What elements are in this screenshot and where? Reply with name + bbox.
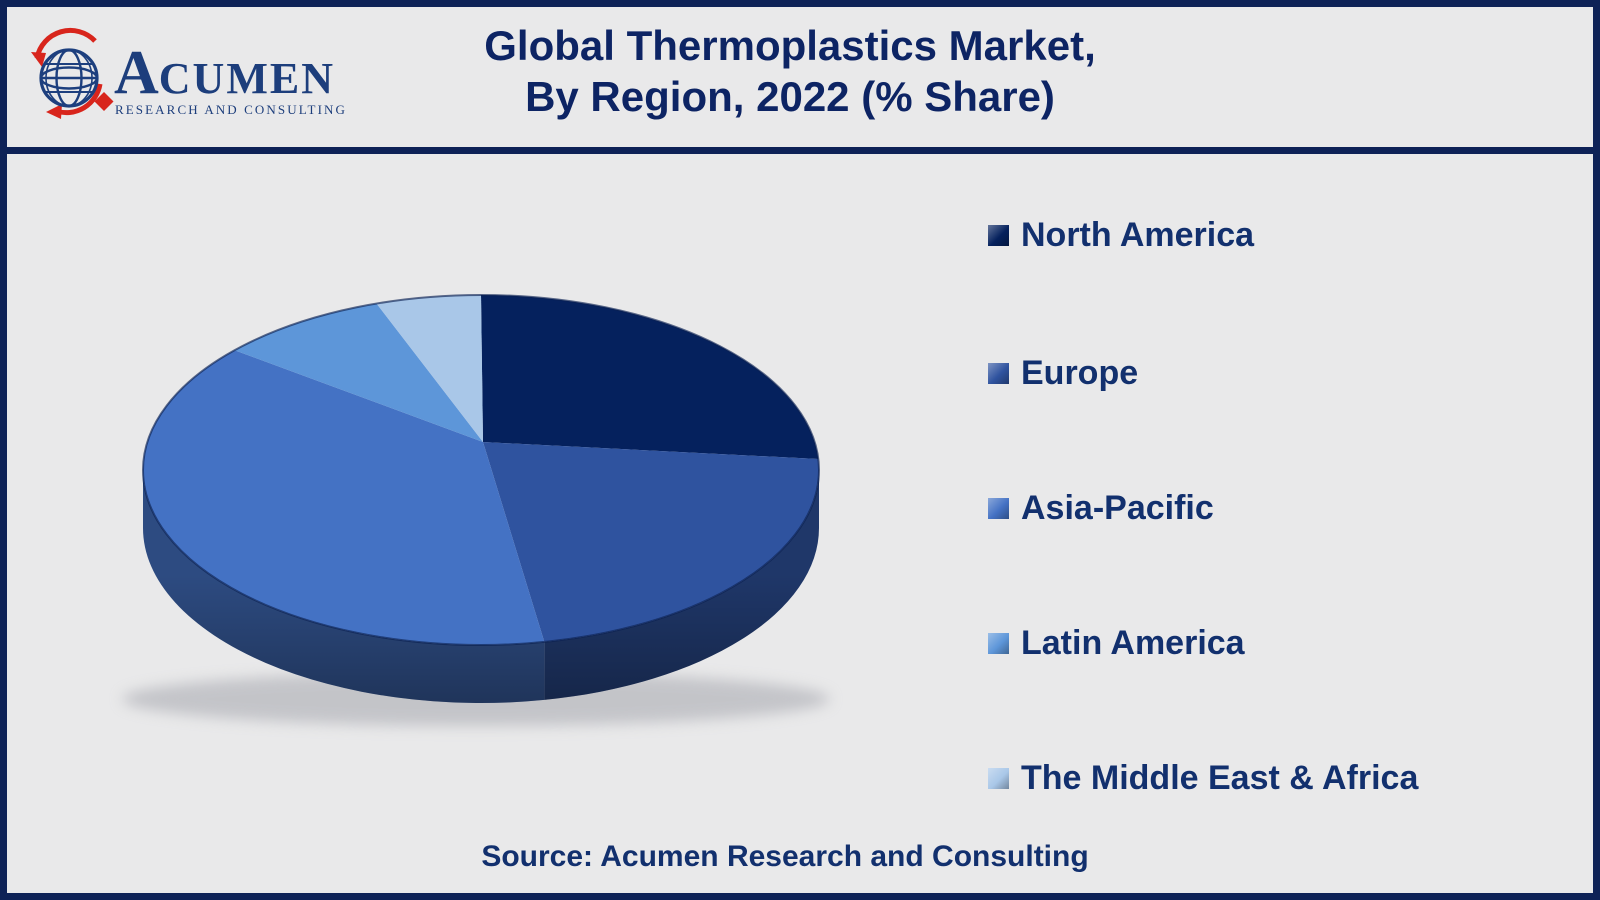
pie-wedge-4 bbox=[376, 295, 483, 442]
logo-red-arc-bottom bbox=[55, 83, 103, 116]
pie-rim-outline bbox=[142, 294, 820, 646]
legend-label-0: North America bbox=[1021, 215, 1255, 254]
legend-item-2: Asia-Pacific bbox=[988, 482, 1214, 534]
pie-wedge-1 bbox=[483, 442, 819, 642]
chart-title: Global Thermoplastics Market, By Region,… bbox=[300, 20, 1280, 122]
legend-item-4: The Middle East & Africa bbox=[988, 752, 1418, 804]
legend-swatch-0 bbox=[988, 224, 1009, 246]
logo-red-arc-top bbox=[34, 27, 97, 59]
legend-swatch-4 bbox=[988, 767, 1009, 789]
legend-label-1: Europe bbox=[1021, 353, 1139, 392]
logo-red-diamond bbox=[94, 92, 114, 111]
legend-swatch-2 bbox=[988, 497, 1009, 519]
globe-icon bbox=[39, 48, 99, 108]
pie-wall-shade-1 bbox=[544, 470, 819, 700]
logo-red-arrowhead-bottom bbox=[46, 104, 62, 119]
logo-brand-text: ACUMEN bbox=[114, 39, 335, 107]
chart-title-line2: By Region, 2022 (% Share) bbox=[525, 73, 1055, 120]
legend-label-3: Latin America bbox=[1021, 623, 1245, 662]
pie-wedge-0 bbox=[481, 295, 819, 460]
pie-wedges bbox=[143, 295, 819, 645]
logo-tagline: RESEARCH AND CONSULTING bbox=[115, 102, 347, 117]
legend-label-4: The Middle East & Africa bbox=[1021, 758, 1419, 797]
source-note: Source: Acumen Research and Consulting bbox=[481, 840, 1089, 873]
pie-wedge-3 bbox=[234, 303, 483, 442]
legend-item-0: North America bbox=[988, 209, 1254, 261]
acumen-logo: ACUMEN RESEARCH AND CONSULTING bbox=[31, 27, 347, 119]
chart-title-line1: Global Thermoplastics Market, bbox=[484, 22, 1096, 69]
pie-wedge-2 bbox=[143, 350, 545, 645]
logo-red-arrowhead-top bbox=[31, 52, 46, 67]
legend-swatch-3 bbox=[988, 632, 1009, 654]
header-divider bbox=[0, 147, 1600, 154]
legend-item-3: Latin America bbox=[988, 617, 1245, 669]
legend-label-2: Asia-Pacific bbox=[1021, 488, 1214, 527]
legend-swatch-1 bbox=[988, 362, 1009, 384]
legend-item-1: Europe bbox=[988, 347, 1138, 399]
